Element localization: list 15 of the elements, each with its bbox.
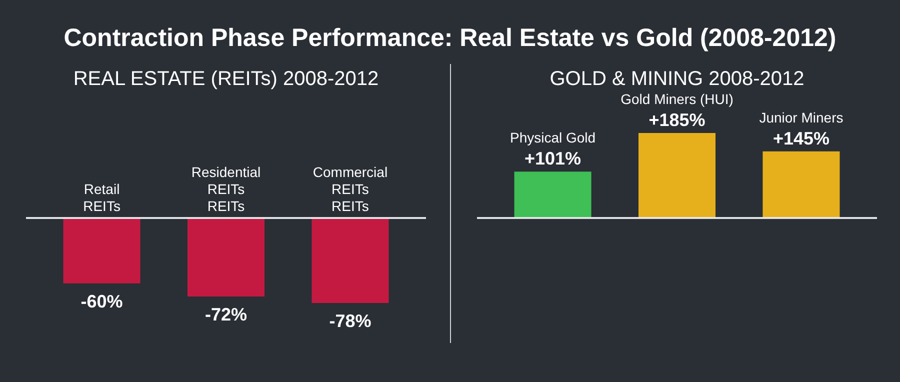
- data-label: +145%: [772, 128, 830, 148]
- x-tick-label: Physical Gold: [510, 130, 596, 146]
- chart-title: Contraction Phase Performance: Real Estate vs Gold (2008-2012): [62, 23, 838, 54]
- x-tick-label: Gold Miners (HUI): [620, 91, 734, 107]
- chart-subtitle: GOLD & MINING 2008-2012: [550, 68, 804, 90]
- x-tick-label: Residential REITs REITs: [191, 164, 261, 214]
- data-label: -72%: [204, 304, 248, 324]
- chart-subtitle: REAL ESTATE (REITs) 2008-2012: [73, 68, 379, 90]
- data-label: -60%: [80, 291, 123, 312]
- x-tick-label: Junior Miners: [759, 109, 844, 126]
- x-tick-label: Retail REITs: [83, 181, 120, 214]
- x-tick-label: Commercial REITs REITs: [312, 164, 388, 214]
- data-label: +185%: [648, 110, 706, 130]
- data-label: +101%: [524, 148, 582, 169]
- data-label: -78%: [329, 311, 372, 331]
